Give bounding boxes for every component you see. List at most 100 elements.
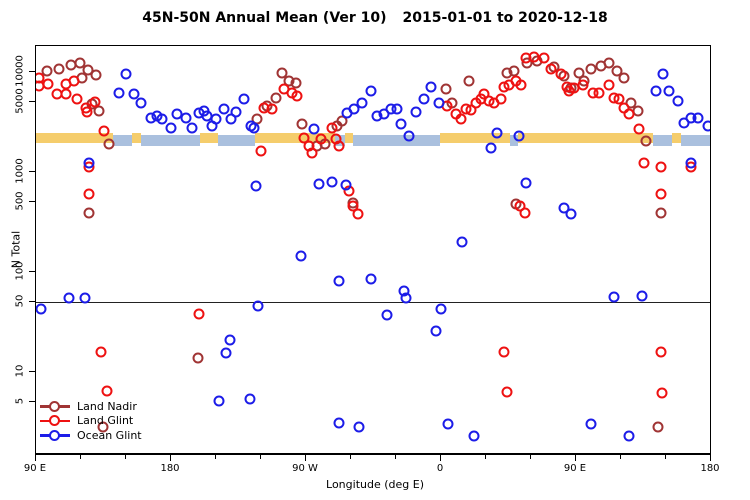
data-point-land-nadir [97, 421, 109, 433]
legend-label: Ocean Glint [77, 428, 142, 442]
y-axis-tick [29, 201, 35, 203]
data-point-ocean-glint [238, 93, 250, 105]
data-point-ocean-glint [403, 130, 415, 142]
data-point-land-nadir [611, 65, 623, 77]
reference-line-50 [36, 302, 710, 304]
data-point-ocean-glint [79, 292, 91, 304]
y-axis-tick [29, 71, 35, 73]
strip-segment-ocean [652, 135, 672, 146]
data-point-ocean-glint [230, 106, 242, 118]
x-axis-major-tick [305, 455, 307, 461]
data-point-land-glint [60, 88, 72, 100]
data-point-ocean-glint [558, 202, 570, 214]
x-axis-minor-tick [485, 455, 487, 459]
data-point-land-nadir [74, 57, 86, 69]
data-point-ocean-glint [308, 123, 320, 135]
data-point-land-nadir [103, 138, 115, 150]
data-point-land-glint [326, 122, 338, 134]
data-point-land-nadir [652, 421, 664, 433]
data-point-ocean-glint [702, 120, 710, 132]
x-axis-minor-tick [665, 455, 667, 459]
x-axis-minor-tick [260, 455, 262, 459]
x-axis-major-tick [575, 455, 577, 461]
data-point-land-glint [71, 93, 83, 105]
data-point-ocean-glint [663, 85, 675, 97]
data-point-land-glint [495, 93, 507, 105]
data-point-land-glint [577, 79, 589, 91]
data-point-land-glint [455, 113, 467, 125]
data-point-ocean-glint [156, 113, 168, 125]
data-point-ocean-glint [433, 97, 445, 109]
data-point-ocean-glint [565, 208, 577, 220]
y-axis-tick-label: 10 [14, 364, 26, 378]
data-point-ocean-glint [485, 142, 497, 154]
strip-segment-land [255, 132, 335, 143]
x-axis-title: Longitude (deg E) [326, 478, 424, 491]
data-point-ocean-glint [333, 417, 345, 429]
data-point-land-glint [633, 123, 645, 135]
chart-title: 45N-50N Annual Mean (Ver 10) 2015-01-01 t… [0, 10, 750, 26]
strip-segment-land [199, 132, 218, 143]
data-point-land-glint [638, 157, 650, 169]
data-point-land-nadir [603, 57, 615, 69]
strip-segment-ocean [681, 135, 710, 146]
data-point-land-glint [333, 140, 345, 152]
data-point-ocean-glint [186, 122, 198, 134]
data-point-ocean-glint [333, 275, 345, 287]
data-point-land-glint [603, 79, 615, 91]
data-point-land-glint [545, 63, 557, 75]
data-point-ocean-glint [491, 127, 503, 139]
data-point-ocean-glint [636, 290, 648, 302]
data-point-land-glint [315, 133, 327, 145]
data-point-ocean-glint [218, 103, 230, 115]
data-point-ocean-glint [650, 85, 662, 97]
x-axis-major-tick [710, 455, 712, 461]
data-point-ocean-glint [442, 418, 454, 430]
legend: Land Nadir Land Glint Ocean Glint [40, 399, 142, 443]
data-point-ocean-glint [391, 103, 403, 115]
strip-segment-land [672, 132, 681, 143]
data-point-ocean-glint [210, 113, 222, 125]
data-point-ocean-glint [326, 176, 338, 188]
x-axis-minor-tick [395, 455, 397, 459]
data-point-land-glint [352, 208, 364, 220]
legend-label: Land Nadir [77, 399, 137, 413]
data-point-ocean-glint [365, 85, 377, 97]
land-nadir-marker-icon [40, 399, 70, 413]
data-point-land-glint [193, 308, 205, 320]
x-axis-major-tick [440, 455, 442, 461]
x-axis-tick-label: 90 W [292, 463, 318, 474]
y-axis-tick-label: 1000 [14, 158, 26, 184]
data-point-land-glint [95, 346, 107, 358]
data-point-land-nadir [93, 105, 105, 117]
data-point-land-glint [83, 188, 95, 200]
data-point-land-glint [255, 145, 267, 157]
data-point-land-glint [655, 161, 667, 173]
data-point-land-glint [291, 90, 303, 102]
strip-segment-ocean [352, 135, 440, 146]
data-point-ocean-glint [36, 303, 47, 315]
y-axis-tick [29, 101, 35, 103]
data-point-ocean-glint [410, 106, 422, 118]
data-point-land-glint [501, 386, 513, 398]
y-axis-tick [29, 301, 35, 303]
data-point-land-glint [306, 147, 318, 159]
data-point-land-nadir [276, 67, 288, 79]
data-point-land-glint [623, 108, 635, 120]
data-point-ocean-glint [353, 421, 365, 433]
y-axis-tick-label: 500 [14, 191, 26, 211]
data-point-ocean-glint [425, 81, 437, 93]
data-point-ocean-glint [520, 177, 532, 189]
strip-segment-land [517, 132, 653, 143]
legend-item-land-nadir: Land Nadir [40, 399, 142, 414]
y-axis-tick [29, 401, 35, 403]
data-point-land-nadir [53, 63, 65, 75]
data-point-land-glint [81, 106, 93, 118]
x-axis-minor-tick [530, 455, 532, 459]
data-point-land-glint [498, 346, 510, 358]
x-axis-tick-label: 90 E [563, 463, 587, 474]
data-point-ocean-glint [248, 122, 260, 134]
x-axis-major-tick [35, 455, 37, 461]
data-point-ocean-glint [685, 157, 697, 169]
